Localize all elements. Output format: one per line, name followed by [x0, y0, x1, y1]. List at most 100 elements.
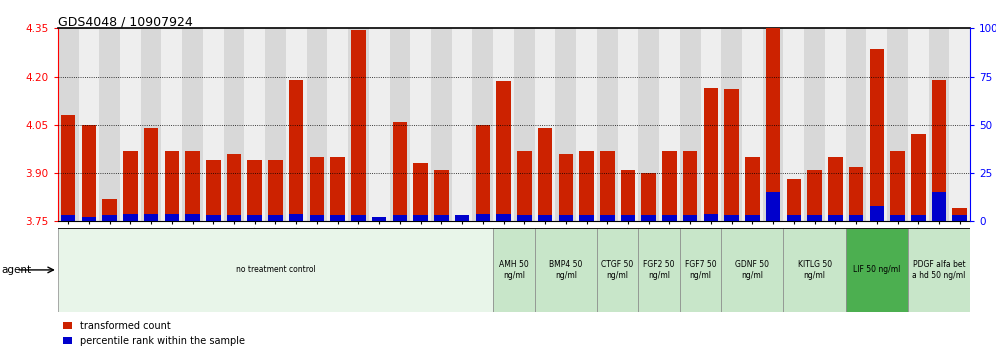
Bar — [124, 150, 137, 221]
Bar — [517, 216, 532, 221]
Bar — [289, 80, 304, 221]
Text: AMH 50
ng/ml: AMH 50 ng/ml — [499, 260, 529, 280]
Bar — [206, 160, 220, 221]
Bar — [580, 150, 594, 221]
Bar — [268, 216, 283, 221]
Bar — [600, 216, 615, 221]
Bar — [952, 216, 967, 221]
Bar — [784, 228, 846, 312]
Bar — [703, 88, 718, 221]
Bar — [164, 150, 179, 221]
Bar — [766, 0, 781, 221]
Bar — [310, 216, 325, 221]
Bar — [849, 216, 864, 221]
Bar — [182, 28, 203, 221]
Bar — [61, 216, 76, 221]
Bar — [787, 216, 801, 221]
Text: FGF2 50
ng/ml: FGF2 50 ng/ml — [643, 260, 675, 280]
Bar — [58, 228, 493, 312]
Bar — [721, 28, 742, 221]
Bar — [870, 206, 884, 221]
Bar — [431, 28, 452, 221]
Bar — [846, 228, 908, 312]
Bar — [289, 213, 304, 221]
Bar — [348, 28, 369, 221]
Bar — [352, 216, 366, 221]
Bar — [556, 28, 576, 221]
Bar — [227, 154, 241, 221]
Bar — [247, 216, 262, 221]
Bar — [369, 28, 389, 221]
Bar — [58, 28, 79, 221]
Bar — [496, 213, 511, 221]
Bar — [890, 150, 904, 221]
Bar — [638, 28, 659, 221]
Bar — [683, 150, 697, 221]
Bar — [372, 218, 386, 221]
Bar — [247, 160, 262, 221]
Bar — [870, 49, 884, 221]
Bar — [496, 81, 511, 221]
Bar — [597, 228, 638, 312]
Bar — [203, 28, 224, 221]
Bar — [931, 80, 946, 221]
Bar — [763, 28, 784, 221]
Bar — [475, 213, 490, 221]
Bar — [680, 28, 700, 221]
Bar — [867, 28, 887, 221]
Bar — [352, 30, 366, 221]
Bar — [784, 28, 804, 221]
Bar — [808, 170, 822, 221]
Text: BMP4 50
ng/ml: BMP4 50 ng/ml — [549, 260, 583, 280]
Bar — [224, 28, 244, 221]
Bar — [683, 216, 697, 221]
Bar — [890, 216, 904, 221]
Bar — [413, 163, 428, 221]
Bar — [307, 28, 328, 221]
Bar — [597, 28, 618, 221]
Bar — [389, 28, 410, 221]
Bar — [372, 217, 386, 221]
Text: no treatment control: no treatment control — [236, 266, 316, 274]
Bar — [928, 28, 949, 221]
Bar — [828, 157, 843, 221]
Bar — [61, 115, 76, 221]
Bar — [392, 216, 407, 221]
Bar — [140, 28, 161, 221]
Bar — [742, 28, 763, 221]
Bar — [331, 216, 345, 221]
Bar — [766, 192, 781, 221]
Bar — [825, 28, 846, 221]
Bar — [82, 125, 97, 221]
Bar — [559, 154, 573, 221]
Bar — [911, 216, 925, 221]
Text: PDGF alfa bet
a hd 50 ng/ml: PDGF alfa bet a hd 50 ng/ml — [912, 260, 966, 280]
Bar — [662, 216, 676, 221]
Bar — [265, 28, 286, 221]
Bar — [164, 213, 179, 221]
Bar — [392, 121, 407, 221]
Bar — [434, 216, 448, 221]
Bar — [120, 28, 140, 221]
Bar — [493, 28, 514, 221]
Bar — [410, 28, 431, 221]
Bar — [227, 216, 241, 221]
Bar — [700, 28, 721, 221]
Bar — [79, 28, 100, 221]
Bar — [887, 28, 908, 221]
Bar — [268, 160, 283, 221]
Text: FGF7 50
ng/ml: FGF7 50 ng/ml — [684, 260, 716, 280]
Bar — [576, 28, 597, 221]
Bar — [641, 216, 656, 221]
Bar — [721, 228, 784, 312]
Bar — [535, 28, 556, 221]
Bar — [161, 28, 182, 221]
Bar — [849, 167, 864, 221]
Bar — [206, 216, 220, 221]
Bar — [475, 125, 490, 221]
Bar — [535, 228, 597, 312]
Bar — [638, 228, 680, 312]
Bar — [804, 28, 825, 221]
Bar — [286, 28, 307, 221]
Bar — [310, 157, 325, 221]
